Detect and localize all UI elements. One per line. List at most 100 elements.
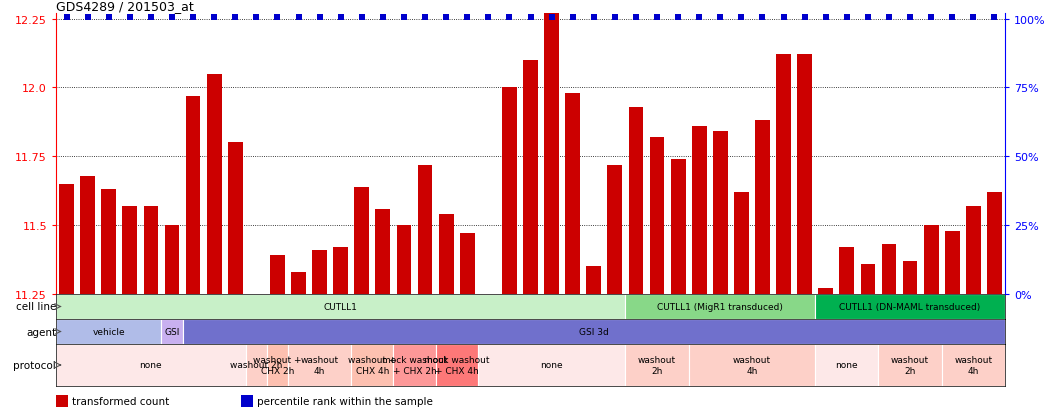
Point	[818, 15, 834, 21]
Bar	[776, 55, 790, 294]
Text: CUTLL1: CUTLL1	[324, 302, 358, 311]
Bar	[312, 250, 327, 294]
Point	[585, 15, 602, 21]
Bar	[55, 395, 68, 407]
Point	[354, 15, 371, 21]
Point	[522, 15, 539, 21]
Point	[691, 15, 708, 21]
Bar	[923, 225, 938, 294]
Point	[901, 15, 918, 21]
Text: washout
4h: washout 4h	[300, 356, 338, 375]
Point	[163, 15, 180, 21]
Text: GDS4289 / 201503_at: GDS4289 / 201503_at	[55, 0, 194, 13]
Bar	[941, 344, 1005, 386]
Bar	[241, 395, 253, 407]
Bar	[164, 225, 179, 294]
Bar	[586, 267, 601, 294]
Bar	[755, 121, 770, 294]
Text: CUTLL1 (DN-MAML transduced): CUTLL1 (DN-MAML transduced)	[840, 302, 981, 311]
Bar	[246, 344, 267, 386]
Point	[375, 15, 392, 21]
Point	[564, 15, 581, 21]
Bar	[333, 247, 348, 294]
Text: washout
4h: washout 4h	[733, 356, 771, 375]
Bar	[565, 94, 580, 294]
Bar	[439, 215, 453, 294]
Point	[142, 15, 159, 21]
Text: washout 2h: washout 2h	[230, 361, 283, 370]
Text: CUTLL1 (MigR1 transduced): CUTLL1 (MigR1 transduced)	[658, 302, 783, 311]
Text: mock washout
+ CHX 2h: mock washout + CHX 2h	[382, 356, 447, 375]
Point	[670, 15, 687, 21]
Text: mock washout
+ CHX 4h: mock washout + CHX 4h	[424, 356, 489, 375]
Point	[121, 15, 138, 21]
Bar	[55, 344, 246, 386]
Bar	[122, 206, 137, 294]
Point	[797, 15, 814, 21]
Point	[101, 15, 117, 21]
Point	[80, 15, 96, 21]
Bar	[394, 344, 436, 386]
Text: washout
4h: washout 4h	[954, 356, 993, 375]
Point	[269, 15, 286, 21]
Bar	[713, 132, 728, 294]
Bar	[524, 61, 538, 294]
Point	[227, 15, 244, 21]
Bar	[270, 256, 285, 294]
Text: none: none	[540, 361, 563, 370]
Bar	[143, 206, 158, 294]
Bar	[436, 344, 477, 386]
Bar	[182, 319, 1005, 344]
Text: washout
2h: washout 2h	[638, 356, 676, 375]
Point	[248, 15, 265, 21]
Point	[543, 15, 560, 21]
Bar	[692, 127, 707, 294]
Bar	[987, 192, 1002, 294]
Point	[839, 15, 855, 21]
Bar	[878, 344, 941, 386]
Bar	[288, 344, 351, 386]
Bar	[819, 289, 833, 294]
Bar	[607, 165, 622, 294]
Text: transformed count: transformed count	[72, 396, 170, 406]
Bar	[689, 344, 816, 386]
Text: GSI 3d: GSI 3d	[579, 327, 608, 336]
Point	[649, 15, 666, 21]
Bar	[882, 245, 896, 294]
Bar	[55, 294, 625, 319]
Bar	[291, 272, 306, 294]
Bar	[628, 107, 643, 294]
Bar	[861, 264, 875, 294]
Text: percentile rank within the sample: percentile rank within the sample	[257, 396, 432, 406]
Text: none: none	[836, 361, 859, 370]
Bar	[734, 192, 749, 294]
Text: washout +
CHX 4h: washout + CHX 4h	[348, 356, 397, 375]
Bar	[816, 294, 1005, 319]
Bar	[418, 165, 432, 294]
Point	[332, 15, 349, 21]
Text: vehicle: vehicle	[92, 327, 125, 336]
Bar	[207, 74, 222, 294]
Point	[206, 15, 223, 21]
Point	[860, 15, 876, 21]
Bar	[649, 138, 665, 294]
Point	[712, 15, 729, 21]
Bar	[544, 6, 559, 294]
Bar	[267, 344, 288, 386]
Point	[438, 15, 454, 21]
Bar	[351, 344, 394, 386]
Bar	[625, 294, 816, 319]
Text: protocol: protocol	[14, 360, 55, 370]
Point	[606, 15, 623, 21]
Point	[396, 15, 413, 21]
Bar	[55, 319, 161, 344]
Bar	[228, 143, 243, 294]
Text: washout
2h: washout 2h	[891, 356, 929, 375]
Bar	[477, 344, 625, 386]
Point	[944, 15, 961, 21]
Bar	[625, 344, 689, 386]
Bar	[102, 190, 116, 294]
Point	[417, 15, 433, 21]
Point	[459, 15, 475, 21]
Point	[775, 15, 792, 21]
